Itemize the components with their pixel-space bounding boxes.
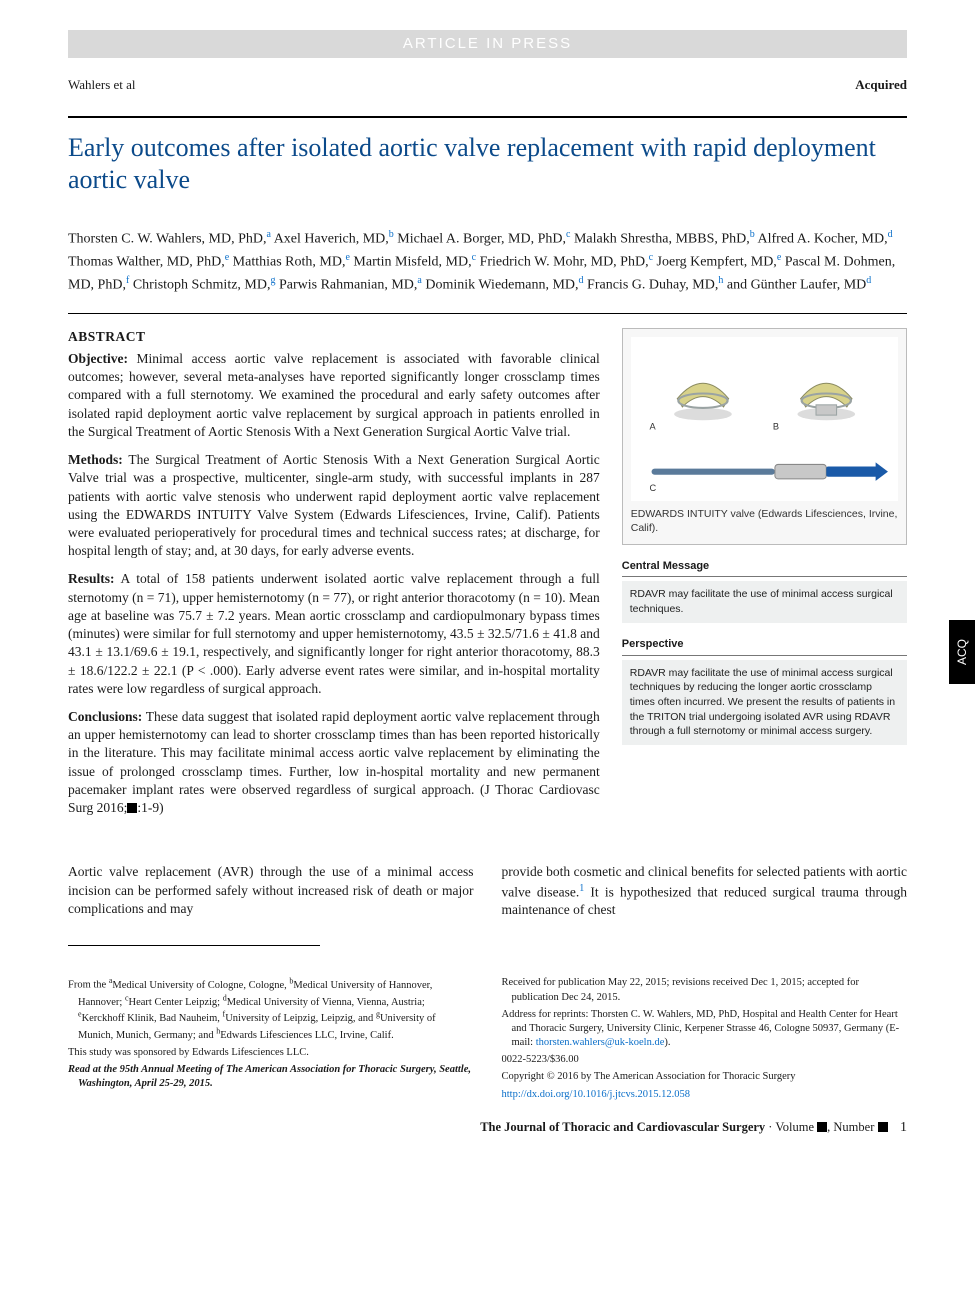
fig-label-a: A xyxy=(649,421,656,431)
central-message-body: RDAVR may facilitate the use of minimal … xyxy=(622,581,907,622)
central-message-block: Central Message RDAVR may facilitate the… xyxy=(622,559,907,623)
author-list: Thorsten C. W. Wahlers, MD, PhD,a Axel H… xyxy=(68,227,907,297)
footnotes-right: Received for publication May 22, 2015; r… xyxy=(502,976,908,1104)
fig-label-c: C xyxy=(649,483,656,493)
body-col-left: Aortic valve replacement (AVR) through t… xyxy=(68,863,474,919)
volume-placeholder-icon xyxy=(817,1122,827,1132)
footnotes: From the aMedical University of Cologne,… xyxy=(68,976,907,1104)
page-footer: The Journal of Thoracic and Cardiovascul… xyxy=(68,1119,907,1138)
abstract-objective: Objective: Minimal access aortic valve r… xyxy=(68,350,600,441)
email-link[interactable]: thorsten.wahlers@uk-koeln.de xyxy=(536,1037,665,1048)
article-title: Early outcomes after isolated aortic val… xyxy=(68,132,907,197)
footnote-rule xyxy=(68,945,320,946)
number-placeholder-icon xyxy=(878,1122,888,1132)
authors-rule xyxy=(68,313,907,314)
abstract-heading: ABSTRACT xyxy=(68,328,600,346)
top-rule xyxy=(68,116,907,118)
abstract-conclusions: Conclusions: These data suggest that iso… xyxy=(68,708,600,817)
header-authors: Wahlers et al xyxy=(68,76,136,94)
fig-label-b: B xyxy=(773,421,779,431)
figure-caption: EDWARDS INTUITY valve (Edwards Lifescien… xyxy=(631,507,898,535)
abstract-results: Results: A total of 158 patients underwe… xyxy=(68,570,600,698)
journal-title: The Journal of Thoracic and Cardiovascul… xyxy=(480,1120,765,1134)
abstract-methods: Methods: The Surgical Treatment of Aorti… xyxy=(68,451,600,560)
running-header: Wahlers et al Acquired xyxy=(68,76,907,94)
section-tab: ACQ xyxy=(949,620,975,684)
valve-figure-svg: A B C xyxy=(631,337,898,501)
body-text-columns: Aortic valve replacement (AVR) through t… xyxy=(68,863,907,919)
abstract-column: ABSTRACT Objective: Minimal access aorti… xyxy=(68,328,600,827)
perspective-body: RDAVR may facilitate the use of minimal … xyxy=(622,660,907,745)
sidebar-column: A B C xyxy=(622,328,907,827)
footnotes-left: From the aMedical University of Cologne,… xyxy=(68,976,474,1104)
perspective-block: Perspective RDAVR may facilitate the use… xyxy=(622,637,907,745)
article-in-press-banner: ARTICLE IN PRESS xyxy=(68,30,907,58)
figure-box: A B C xyxy=(622,328,907,545)
page-number: 1 xyxy=(900,1120,907,1135)
central-message-head: Central Message xyxy=(622,559,907,578)
perspective-head: Perspective xyxy=(622,637,907,656)
body-col-right: provide both cosmetic and clinical benef… xyxy=(502,863,908,919)
doi-link[interactable]: http://dx.doi.org/10.1016/j.jtcvs.2015.1… xyxy=(502,1089,691,1100)
header-section: Acquired xyxy=(855,76,907,94)
